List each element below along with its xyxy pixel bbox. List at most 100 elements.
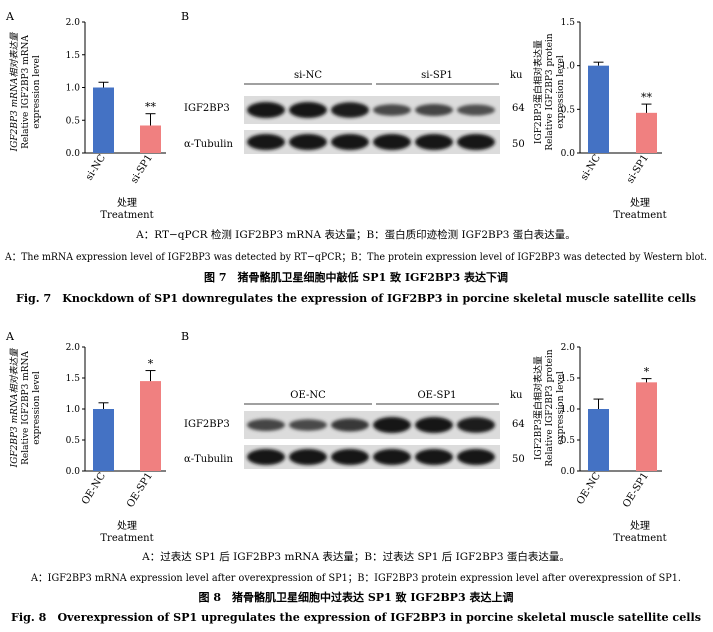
fig7-panel-b-letter: B bbox=[181, 10, 189, 23]
fig7-blot-row2-band bbox=[289, 134, 327, 150]
fig7-a-xlabel-en: Treatment bbox=[100, 210, 153, 221]
fig8-c-ylabel-en1: Relative IGF2BP3 protein bbox=[545, 349, 555, 466]
fig8-c-xlabel-en: Treatment bbox=[613, 533, 666, 544]
fig7-title-en: Fig. 7 Knockdown of SP1 downregulates th… bbox=[16, 292, 696, 305]
fig8-a-ytick-label: 1.5 bbox=[66, 374, 81, 384]
fig8-panel-b-letter: B bbox=[181, 330, 189, 343]
fig8-a-bar-0 bbox=[93, 409, 114, 471]
fig8-blot-row2-band bbox=[247, 449, 285, 465]
fig8-c-bar-0 bbox=[588, 409, 609, 471]
fig8-blot-row1-band bbox=[457, 417, 495, 433]
fig8-a-ytick-label: 1.0 bbox=[66, 405, 81, 415]
fig8-a-bar-1 bbox=[140, 381, 161, 471]
fig7-a-ylabel-en1: Relative IGF2BP3 mRNA bbox=[21, 35, 31, 149]
fig8-a-xlabel-cn: 处理 bbox=[117, 520, 137, 532]
fig8-a-xlabel-en: Treatment bbox=[100, 533, 153, 544]
fig8-blot-group2-label: OE-SP1 bbox=[417, 390, 456, 401]
fig7-panel-a-letter: A bbox=[5, 10, 15, 23]
fig8-a-ylabel-cn: IGF2BP3 mRNA相对表达量 bbox=[9, 348, 20, 469]
fig8-c-ylabel-cn: IGF2BP3蛋白相对表达量 bbox=[532, 356, 544, 460]
fig7-a-significance-1: ** bbox=[145, 101, 157, 114]
fig8-blot-row1-band bbox=[247, 419, 285, 431]
fig7-blot-row2-band bbox=[457, 134, 495, 150]
fig8-c-category-label-0: OE-NC bbox=[575, 470, 603, 506]
fig8-blot-row1-band bbox=[415, 417, 453, 433]
fig7-blot-row2-band bbox=[373, 134, 411, 150]
fig7-blot-image bbox=[244, 96, 500, 154]
fig7-a-category-label-1: si-SP1 bbox=[129, 153, 155, 186]
fig7-blot-row2-band bbox=[331, 134, 369, 150]
fig7-c-bar-1 bbox=[636, 112, 657, 153]
fig8-blot-row1-band bbox=[331, 418, 369, 432]
fig7-a-ytick-label: 1.5 bbox=[66, 51, 81, 61]
fig8-a-ylabel-en2: expression level bbox=[32, 371, 42, 445]
fig7-c-ylabel-en2: expression level bbox=[556, 55, 566, 129]
fig8-blot-ku: ku bbox=[510, 390, 523, 401]
fig7-a-ytick-label: 0.5 bbox=[66, 116, 81, 126]
fig7-blot-row1-band bbox=[415, 104, 453, 116]
fig7-blot-row2-band bbox=[415, 134, 453, 150]
fig7-c-bar-0 bbox=[588, 65, 609, 153]
fig8-blot-row2-band bbox=[373, 449, 411, 465]
fig8-c-bar-1 bbox=[636, 382, 657, 471]
fig7-a-chart: 0.0 0.5 1.0 1.5 2.0 si-NC ** si-SP1 bbox=[66, 18, 166, 185]
fig8-a-ylabel-en1: Relative IGF2BP3 mRNA bbox=[21, 351, 31, 465]
fig7-a-bar-0 bbox=[93, 87, 114, 153]
fig8-blot-row1-label: IGF2BP3 bbox=[184, 419, 230, 430]
fig7-blot-row1-band bbox=[289, 102, 327, 118]
fig7-title-cn: 图 7 猪骨骼肌卫星细胞中敲低 SP1 致 IGF2BP3 表达下调 bbox=[204, 270, 508, 284]
fig8-c-ytick-label: 1.0 bbox=[561, 405, 576, 415]
fig8-blot-image bbox=[244, 411, 500, 469]
fig7-blot-group2-label: si-SP1 bbox=[421, 70, 453, 81]
fig7-c-xlabel-en: Treatment bbox=[613, 210, 666, 221]
fig8-c-ytick-label: 0.5 bbox=[561, 436, 576, 446]
fig7: A IGF2BP3 mRNA相对表达量 Relative IGF2BP3 mRN… bbox=[4, 10, 707, 305]
fig7-a-bar-1 bbox=[140, 125, 161, 153]
fig7-c-ylabel-cn: IGF2BP3蛋白相对表达量 bbox=[532, 40, 544, 144]
fig7-caption-en: A：The mRNA expression level of IGF2BP3 w… bbox=[4, 251, 707, 263]
fig8-blot-row2-band bbox=[331, 449, 369, 465]
fig8-c-ytick-label: 2.0 bbox=[561, 343, 576, 353]
fig8-c-ytick-label: 1.5 bbox=[561, 374, 576, 384]
fig8-blot-row2-band bbox=[289, 449, 327, 465]
fig8: A IGF2BP3 mRNA相对表达量 Relative IGF2BP3 mRN… bbox=[5, 330, 701, 624]
fig7-a-ylabel-en2: expression level bbox=[32, 55, 42, 129]
fig7-caption-cn: A：RT−qPCR 检测 IGF2BP3 mRNA 表达量；B：蛋白质印迹检测 … bbox=[135, 228, 576, 241]
fig8-a-significance-1: * bbox=[148, 358, 154, 371]
fig7-c-ytick-label: 0.5 bbox=[561, 105, 576, 115]
fig7-c-chart: 0.0 0.5 1.0 1.5 si-NC ** si-SP1 bbox=[561, 18, 662, 185]
fig7-blot-ku: ku bbox=[510, 70, 523, 81]
fig8-c-significance-1: * bbox=[644, 366, 650, 379]
fig7-a-xlabel-cn: 处理 bbox=[117, 197, 137, 209]
fig7-blot-row1-band bbox=[331, 102, 369, 118]
fig8-a-chart: 0.0 0.5 1.0 1.5 2.0 OE-NC * OE-SP1 bbox=[66, 343, 166, 510]
fig8-blot-row1-band bbox=[373, 417, 411, 433]
fig8-a-ytick-label: 0.5 bbox=[66, 436, 81, 446]
fig8-caption-en: A：IGF2BP3 mRNA expression level after ov… bbox=[30, 572, 681, 584]
fig7-blot-group1-label: si-NC bbox=[294, 70, 322, 81]
fig7-blot-row1-band bbox=[373, 104, 411, 116]
fig8-blot-row1-band bbox=[289, 419, 327, 431]
fig7-blot-row2-kd: 50 bbox=[512, 139, 525, 150]
fig8-blot-row2-band bbox=[415, 449, 453, 465]
fig8-a-ytick-label: 2.0 bbox=[66, 343, 81, 353]
fig7-a-ytick-label: 0.0 bbox=[66, 149, 81, 159]
fig7-blot-row1-band bbox=[457, 104, 495, 116]
fig7-c-ytick-label: 1.5 bbox=[561, 18, 576, 28]
fig8-c-ytick-label: 0.0 bbox=[561, 467, 576, 477]
fig8-a-category-label-1: OE-SP1 bbox=[125, 471, 155, 510]
fig8-caption-cn: A：过表达 SP1 后 IGF2BP3 mRNA 表达量；B：过表达 SP1 后… bbox=[141, 550, 570, 563]
fig7-c-category-label-0: si-NC bbox=[579, 152, 603, 182]
fig8-title-cn: 图 8 猪骨骼肌卫星细胞中过表达 SP1 致 IGF2BP3 表达上调 bbox=[199, 590, 514, 604]
fig7-c-ytick-label: 0.0 bbox=[561, 149, 576, 159]
fig8-blot-group1-label: OE-NC bbox=[290, 390, 326, 401]
fig7-blot-row2-band bbox=[247, 134, 285, 150]
fig7-c-ylabel-en1: Relative IGF2BP3 protein bbox=[545, 33, 555, 150]
fig8-panel-a-letter: A bbox=[5, 330, 15, 343]
fig8-title-en: Fig. 8 Overexpression of SP1 upregulates… bbox=[11, 611, 701, 624]
fig7-blot-row1-band bbox=[247, 102, 285, 118]
fig7-a-ytick-label: 2.0 bbox=[66, 18, 81, 28]
fig7-a-ytick-label: 1.0 bbox=[66, 84, 81, 94]
fig8-c-chart: 0.0 0.5 1.0 1.5 2.0 OE-NC * OE-SP1 bbox=[561, 343, 662, 510]
